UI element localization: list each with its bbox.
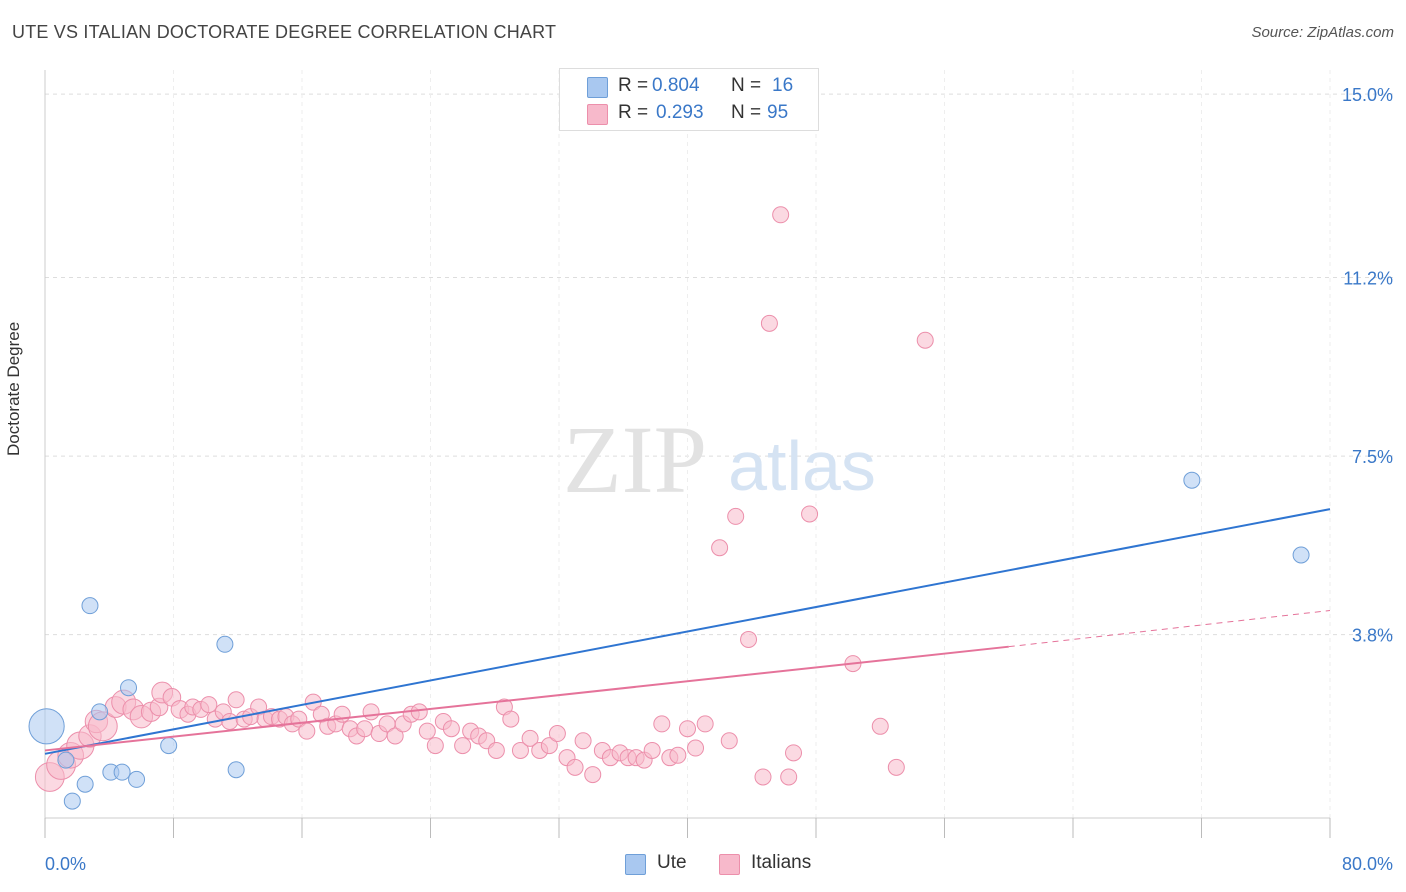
stats-row-ute: R = 0.804 N = 16 [560,75,818,101]
italians-point [740,630,758,648]
italians-point [780,768,798,786]
ute-point [57,751,75,769]
italians-point [801,505,819,523]
ute-point [216,635,234,653]
italians-point [362,703,380,721]
italians-point [221,712,239,730]
italians-trend-line [44,645,1009,752]
ute-point [1183,471,1201,489]
trend-lines [44,508,1331,755]
italians-point [584,766,602,784]
ute-point [28,708,65,745]
r-label: R = [618,102,649,123]
chart-title: UTE VS ITALIAN DOCTORATE DEGREE CORRELAT… [12,22,557,42]
italians-point [727,507,745,525]
italians-point [653,715,671,733]
italians-point [410,703,428,721]
ute-swatch [587,77,608,98]
italians-point [916,331,934,349]
italians-point [643,741,661,759]
axes [44,70,1331,838]
n-label: N = [731,75,762,96]
ute-swatch [625,854,646,875]
r-value: 0.293 [656,102,704,123]
tick-labels: 3.8% 7.5% 11.2% 15.0% 0.0% 80.0% [45,85,1393,874]
italians-point [540,737,558,755]
italians-point [760,314,778,332]
legend-label-ute: Ute [657,852,687,873]
italians-point [418,722,436,740]
italians-point [679,720,696,738]
italians-point [687,739,705,757]
y-tick-label: 7.5% [1352,447,1393,467]
x-tick-label: 0.0% [45,854,86,874]
ute-point [81,597,99,615]
italians-point [298,722,316,740]
italians-point [502,710,520,728]
ute-point [63,792,81,810]
italians-point [574,732,592,750]
italians-swatch [587,104,608,125]
ute-point [76,775,94,793]
source-label: Source: ZipAtlas.com [1251,24,1394,41]
ute-point [1292,546,1310,564]
y-tick-label: 11.2% [1343,269,1393,289]
italians-point [772,206,790,224]
y-tick-label: 15.0% [1342,85,1393,105]
ute-point [128,770,146,788]
y-axis-label: Doctorate Degree [4,321,23,456]
italians-point [720,732,738,750]
italians-point [669,746,687,764]
ute-point [227,761,245,779]
italians-point [442,720,460,738]
stats-row-italians: R = 0.293 N = 95 [560,102,818,128]
italians-swatch [719,854,740,875]
italians-trend-extension [1008,609,1331,648]
grid-lines [45,70,1395,818]
italians-point [696,715,714,733]
italians-point [754,768,772,786]
y-tick-label: 3.8% [1352,626,1393,646]
n-value: 95 [767,102,789,123]
ute-trend-line [44,508,1331,755]
italians-point [887,758,905,776]
italians-point [200,696,218,714]
n-label: N = [731,102,762,123]
italians-point [548,725,566,743]
italians-point [426,737,444,755]
series-ute-points [28,471,1310,810]
italians-point [511,741,529,759]
r-label: R = [618,75,649,96]
italians-point [566,758,584,776]
stats-legend: R = 0.804 N = 16 R = 0.293 N = 95 [559,68,819,131]
italians-point [454,737,472,755]
italians-point [356,720,374,738]
italians-point [711,539,729,557]
watermark: ZIP atlas [563,406,876,513]
ute-point [160,737,178,755]
italians-point [871,717,889,735]
r-value: 0.804 [652,75,700,96]
x-tick-label: 80.0% [1342,854,1393,874]
watermark-atlas: atlas [728,427,876,505]
legend-label-italians: Italians [751,852,812,873]
italians-point [227,691,245,709]
ute-point [113,763,131,781]
italians-point [521,729,539,747]
watermark-zip: ZIP [563,406,707,513]
italians-point [386,727,404,745]
italians-point [487,741,505,759]
ute-point [120,679,138,697]
ute-point [91,703,109,721]
italians-point [785,744,803,762]
n-value: 16 [772,75,794,96]
